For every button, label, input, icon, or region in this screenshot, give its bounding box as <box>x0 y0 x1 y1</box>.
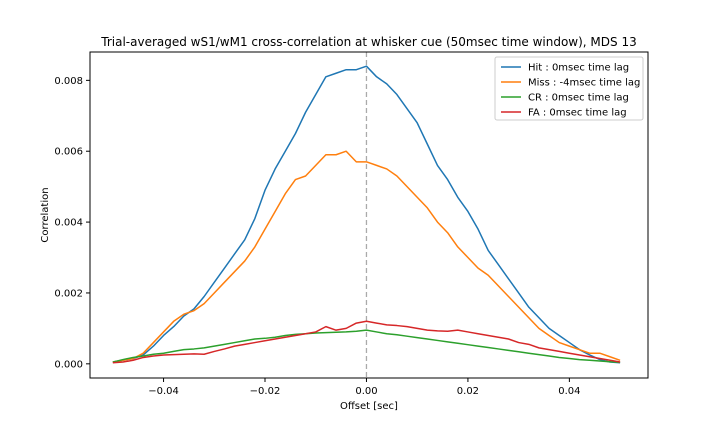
chart-title: Trial-averaged wS1/wM1 cross-correlation… <box>100 35 636 49</box>
y-tick-label: 0.000 <box>54 359 83 370</box>
y-tick-label: 0.006 <box>54 147 83 158</box>
x-tick-label: 0.02 <box>457 386 479 397</box>
legend-box <box>494 56 644 121</box>
y-axis-label: Correlation <box>40 187 51 242</box>
x-tick-label: −0.02 <box>250 386 281 397</box>
y-axis-ticks: 0.000 0.002 0.004 0.006 0.008 <box>54 76 90 370</box>
axes-frame <box>89 51 649 379</box>
x-tick-label: 0.04 <box>558 386 580 397</box>
legend-label-fa: FA : 0msec time lag <box>528 108 627 119</box>
legend-label-cr: CR : 0msec time lag <box>528 93 629 104</box>
series-layer <box>112 65 621 364</box>
x-tick-label: −0.04 <box>148 386 179 397</box>
x-tick-label: 0.00 <box>355 386 377 397</box>
y-tick-label: 0.008 <box>54 76 83 87</box>
y-tick-label: 0.002 <box>54 288 83 299</box>
series-line-fa <box>112 320 621 364</box>
series-line-miss <box>112 150 621 363</box>
x-axis-ticks: −0.04 −0.02 0.00 0.02 0.04 <box>148 378 581 397</box>
legend: Hit : 0msec time lag Miss : -4msec time l… <box>494 56 644 121</box>
legend-label-hit: Hit : 0msec time lag <box>528 63 629 74</box>
y-tick-label: 0.004 <box>54 218 83 229</box>
series-line-hit <box>112 65 621 364</box>
legend-label-miss: Miss : -4msec time lag <box>528 78 640 89</box>
x-axis-label: Offset [sec] <box>340 401 398 412</box>
series-line-cr <box>112 329 621 364</box>
